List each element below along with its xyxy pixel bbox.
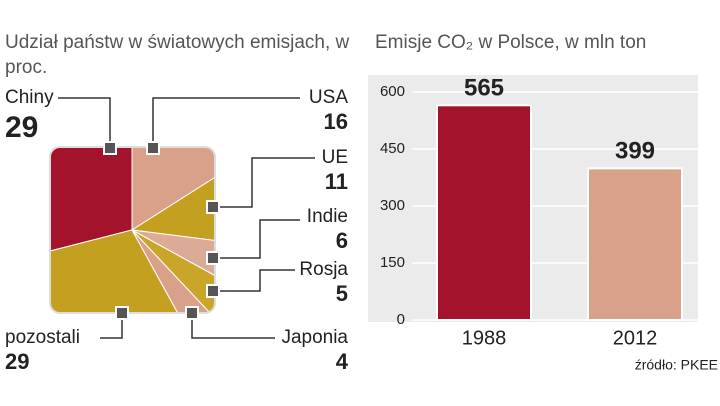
leader-line xyxy=(213,157,315,208)
leader-line xyxy=(152,97,300,148)
category-label: Rosja xyxy=(299,259,348,280)
pie-slice xyxy=(50,229,210,313)
category-label: UE xyxy=(322,147,348,168)
y-tick-label: 450 xyxy=(380,140,405,157)
pie-slice xyxy=(50,147,133,271)
leader-marker xyxy=(206,251,220,265)
value-label: 16 xyxy=(324,109,348,134)
pie-slice xyxy=(130,147,215,251)
value-label: 6 xyxy=(336,228,348,253)
leader-marker xyxy=(115,306,129,320)
bar xyxy=(436,104,532,321)
leader-line xyxy=(213,219,300,259)
bar-title: Emisje CO₂ w Polsce, w mln ton xyxy=(375,32,647,53)
x-tick-label: 2012 xyxy=(613,327,658,349)
value-label: 11 xyxy=(325,169,348,194)
category-label: Indie xyxy=(307,206,348,227)
value-label: 5 xyxy=(336,281,348,306)
leader-line xyxy=(58,97,111,148)
y-tick-label: 600 xyxy=(380,83,405,100)
category-label: Japonia xyxy=(281,327,348,348)
value-label: 29 xyxy=(5,349,29,374)
value-label: 399 xyxy=(615,138,655,165)
value-label: 29 xyxy=(5,111,38,144)
leader-line xyxy=(213,269,295,292)
x-tick-label: 1988 xyxy=(462,327,507,349)
leader-marker xyxy=(206,200,220,214)
leader-line xyxy=(100,313,123,339)
pie-slice xyxy=(131,229,215,308)
leader-line xyxy=(191,313,275,339)
leader-marker xyxy=(206,284,220,298)
leader-marker xyxy=(146,141,160,155)
leader-marker xyxy=(185,306,199,320)
pie-frame xyxy=(49,146,216,314)
value-label: 4 xyxy=(336,349,349,374)
value-label: 565 xyxy=(464,75,504,102)
y-tick-label: 150 xyxy=(380,254,405,271)
source: źródło: PKEE xyxy=(635,357,718,373)
pie-title: Udział państw w światowych emisjach, w p… xyxy=(5,32,350,78)
pie-slice xyxy=(131,229,215,313)
pie-slice xyxy=(131,147,215,231)
pie xyxy=(50,147,215,313)
y-tick-label: 300 xyxy=(380,197,405,214)
category-label: pozostali xyxy=(5,327,80,348)
leader-marker xyxy=(103,141,117,155)
pie-slice xyxy=(131,229,215,313)
category-label: USA xyxy=(309,87,348,108)
y-tick-label: 0 xyxy=(397,311,405,328)
bar xyxy=(587,167,683,321)
category-label: Chiny xyxy=(5,87,54,108)
